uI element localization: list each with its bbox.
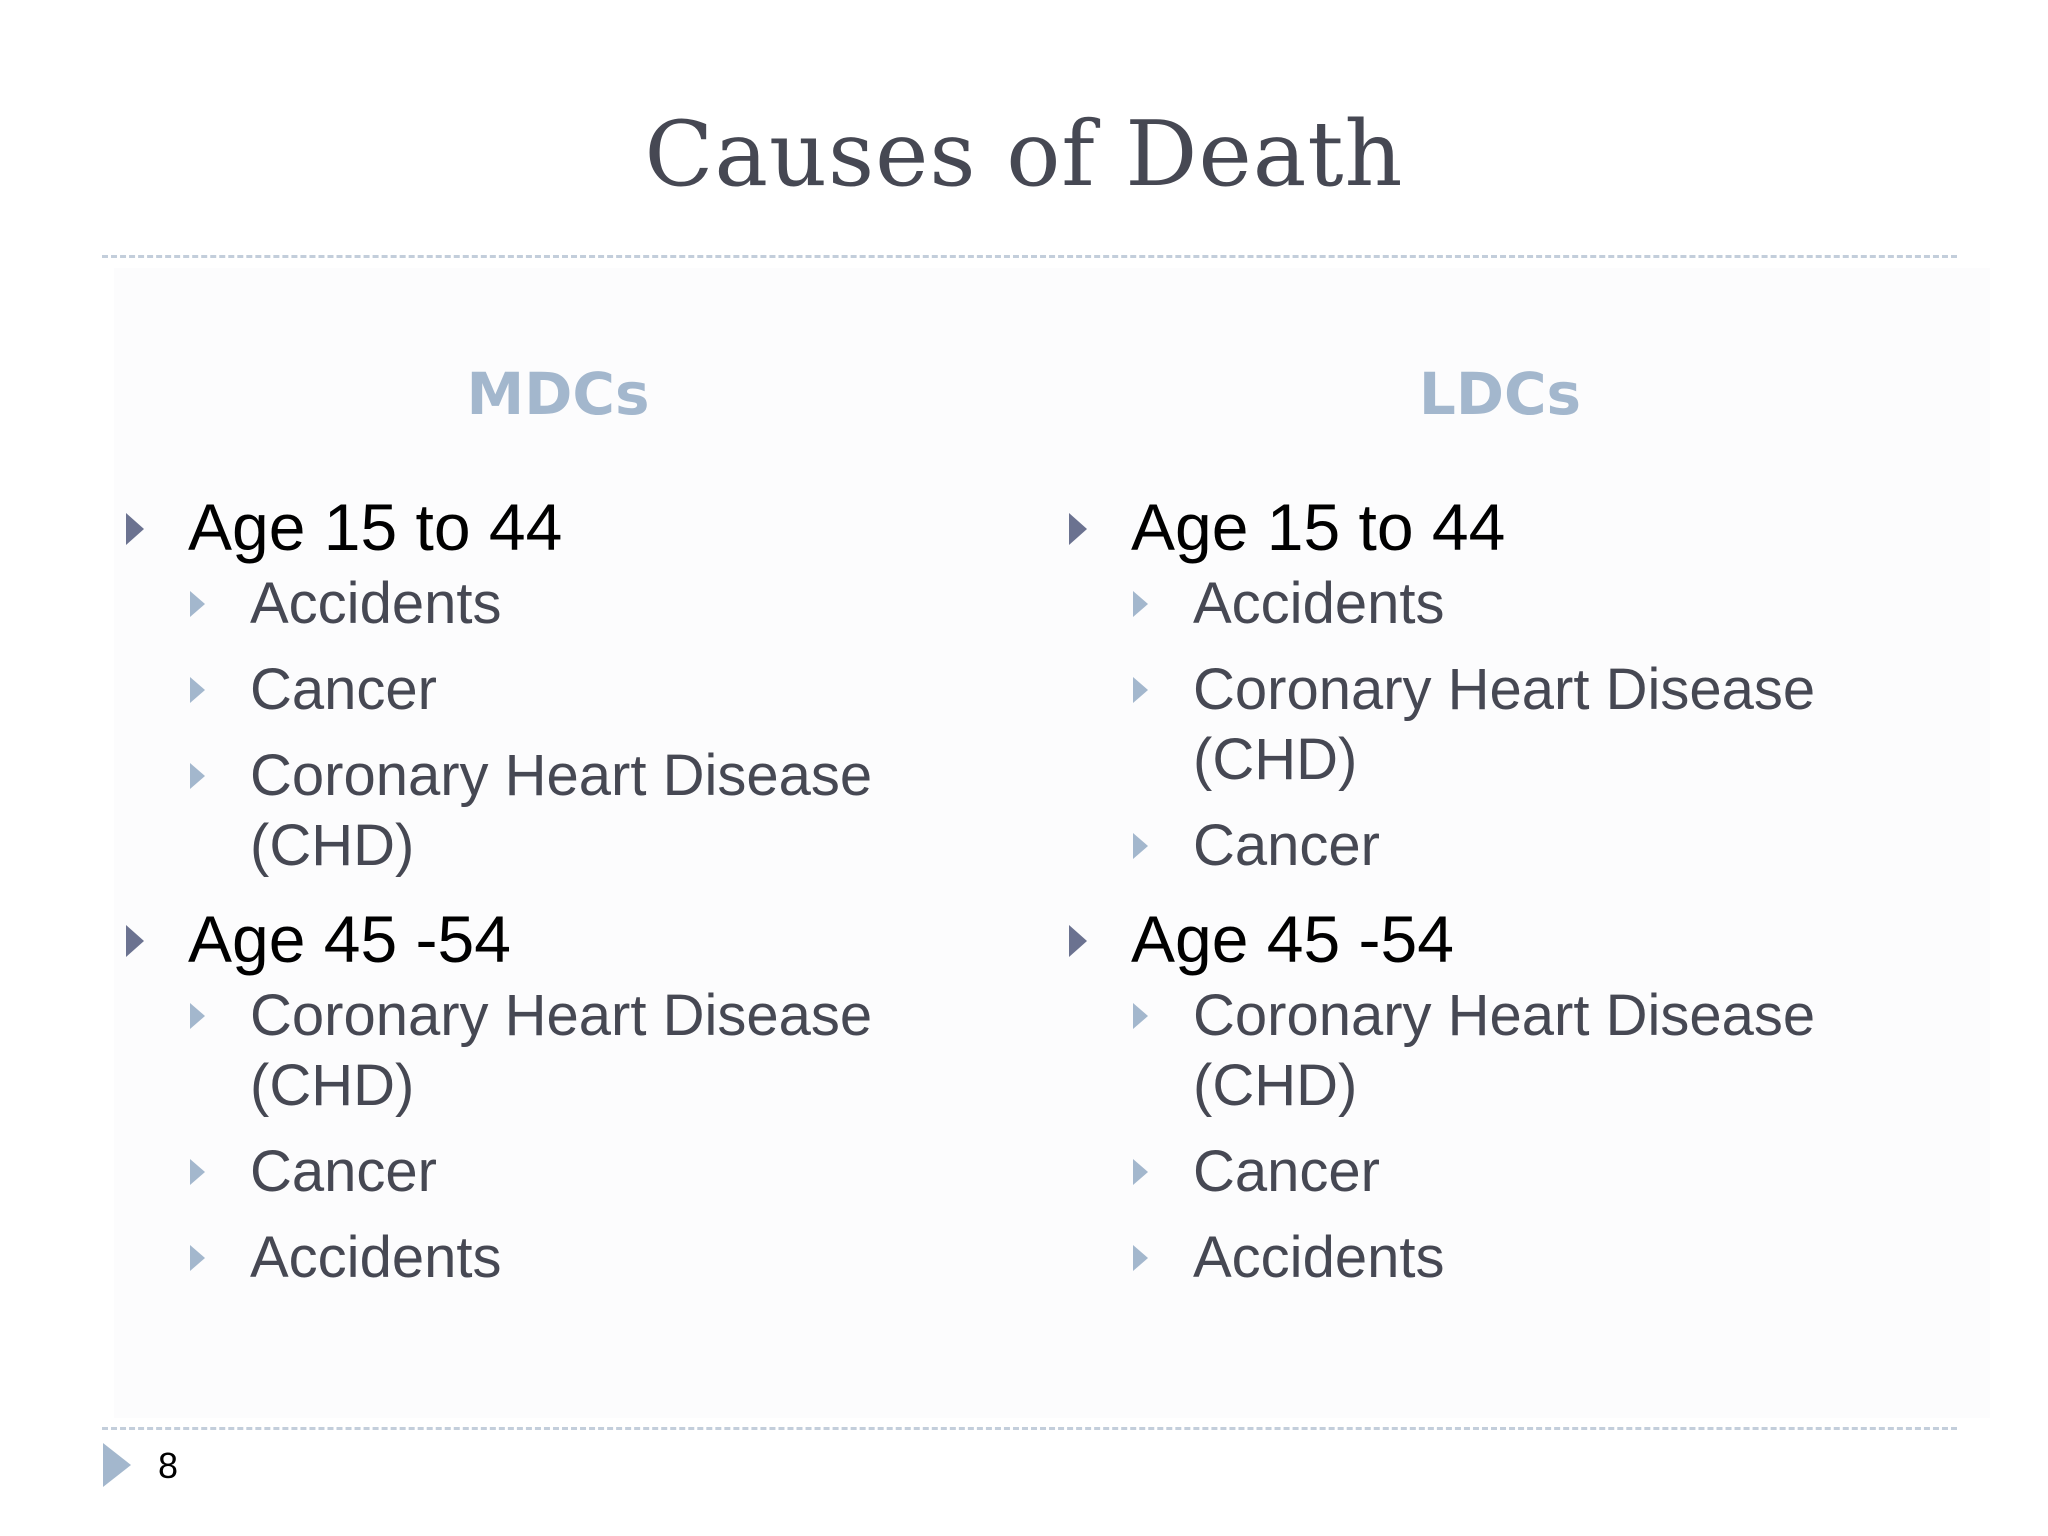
- list-item: Age 15 to 44: [120, 485, 970, 569]
- item-text: Coronary Heart Disease (CHD): [250, 983, 873, 1118]
- top-divider: [102, 255, 1957, 258]
- item-text: Cancer: [1193, 1139, 1380, 1204]
- content-background: [114, 268, 1990, 1418]
- item-text: Accidents: [1193, 1225, 1445, 1290]
- mdcs-list: Age 15 to 44 Accidents Cancer Coronary H…: [120, 485, 970, 1309]
- item-text: Accidents: [250, 571, 502, 636]
- item-text: Cancer: [250, 1139, 437, 1204]
- list-item: Cancer: [1063, 811, 1893, 881]
- group-age-15-44: Age 15 to 44 Accidents Coronary Heart Di…: [1063, 485, 1913, 881]
- bottom-divider: [102, 1427, 1957, 1430]
- item-text: Coronary Heart Disease (CHD): [1193, 983, 1816, 1118]
- list-item: Age 15 to 44: [1063, 485, 1913, 569]
- sub-bullet-arrow-icon: [190, 591, 205, 617]
- list-item: Accidents: [1063, 1223, 1893, 1293]
- list-item: Cancer: [120, 1137, 950, 1207]
- sub-bullet-arrow-icon: [1133, 833, 1148, 859]
- bullet-arrow-icon: [1069, 513, 1087, 545]
- list-item: Cancer: [1063, 1137, 1893, 1207]
- list-item: Cancer: [120, 655, 950, 725]
- item-text: Cancer: [1193, 813, 1380, 878]
- list-item: Age 45 -54: [120, 897, 970, 981]
- list-item: Coronary Heart Disease (CHD): [1063, 655, 1893, 795]
- sub-bullet-arrow-icon: [1133, 1245, 1148, 1271]
- sub-bullet-arrow-icon: [190, 1159, 205, 1185]
- sub-bullet-arrow-icon: [1133, 677, 1148, 703]
- group-age-45-54: Age 45 -54 Coronary Heart Disease (CHD) …: [120, 897, 970, 1293]
- group-age-45-54: Age 45 -54 Coronary Heart Disease (CHD) …: [1063, 897, 1913, 1293]
- page-number: 8: [158, 1445, 179, 1486]
- sub-bullet-arrow-icon: [1133, 1003, 1148, 1029]
- sub-bullet-arrow-icon: [190, 677, 205, 703]
- item-text: Accidents: [250, 1225, 502, 1290]
- group-label: Age 45 -54: [188, 902, 511, 976]
- list-item: Coronary Heart Disease (CHD): [120, 981, 950, 1121]
- list-item: Age 45 -54: [1063, 897, 1913, 981]
- group-label: Age 45 -54: [1131, 902, 1454, 976]
- list-item: Accidents: [1063, 569, 1893, 639]
- slide-title: Causes of Death: [644, 102, 1404, 207]
- list-item: Accidents: [120, 1223, 950, 1293]
- item-text: Cancer: [250, 657, 437, 722]
- bullet-arrow-icon: [126, 513, 144, 545]
- ldcs-list: Age 15 to 44 Accidents Coronary Heart Di…: [1063, 485, 1913, 1309]
- list-item: Coronary Heart Disease (CHD): [120, 741, 950, 881]
- item-text: Accidents: [1193, 571, 1445, 636]
- column-header-ldcs: LDCs: [1418, 360, 1582, 428]
- list-item: Accidents: [120, 569, 950, 639]
- sub-bullet-arrow-icon: [190, 763, 205, 789]
- item-text: Coronary Heart Disease (CHD): [250, 743, 873, 878]
- sub-bullet-arrow-icon: [1133, 591, 1148, 617]
- sub-bullet-arrow-icon: [190, 1003, 205, 1029]
- bullet-arrow-icon: [126, 925, 144, 957]
- list-item: Coronary Heart Disease (CHD): [1063, 981, 1893, 1121]
- sub-bullet-arrow-icon: [190, 1245, 205, 1271]
- group-label: Age 15 to 44: [1131, 490, 1506, 564]
- group-age-15-44: Age 15 to 44 Accidents Cancer Coronary H…: [120, 485, 970, 881]
- group-label: Age 15 to 44: [188, 490, 563, 564]
- footer-arrow-icon: [103, 1443, 131, 1487]
- item-text: Coronary Heart Disease (CHD): [1193, 657, 1816, 792]
- bullet-arrow-icon: [1069, 925, 1087, 957]
- column-header-mdcs: MDCs: [466, 360, 650, 428]
- sub-bullet-arrow-icon: [1133, 1159, 1148, 1185]
